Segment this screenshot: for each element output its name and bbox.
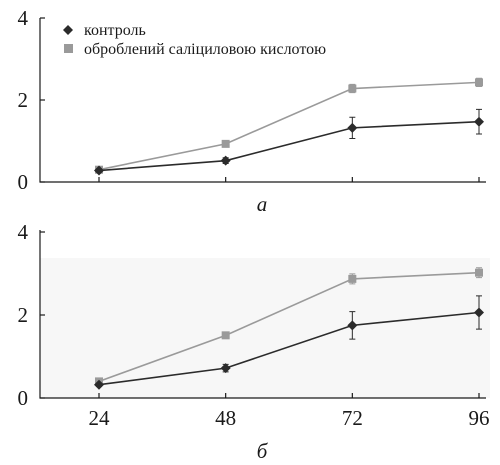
data-point-control xyxy=(474,116,484,127)
series-line-treated xyxy=(98,81,480,171)
y-tick-label: 4 xyxy=(18,220,29,244)
data-point-treated xyxy=(221,331,230,340)
panel-label-a: а xyxy=(257,192,268,216)
legend: контроль оброблений саліциловою кислотою xyxy=(63,22,326,58)
x-tick-label: 72 xyxy=(342,406,363,430)
y-tick-label: 2 xyxy=(18,88,29,112)
x-ticks-a xyxy=(98,177,480,182)
series-line-treated xyxy=(98,271,480,383)
x-tick-label: 24 xyxy=(89,406,111,430)
y-tick-label: 2 xyxy=(18,303,29,327)
panel-label-b: б xyxy=(257,439,269,463)
y-ticks-b: 0 2 4 xyxy=(18,220,45,410)
data-point-control xyxy=(347,122,358,133)
data-point-treated xyxy=(348,274,357,283)
y-tick-label: 4 xyxy=(18,6,29,30)
panel-b: 024 24 48 72 96 б xyxy=(18,220,490,463)
data-point-treated xyxy=(348,84,357,93)
plot-area-b xyxy=(40,258,490,398)
data-point-control xyxy=(94,379,104,390)
data-point-control xyxy=(94,165,104,176)
y-tick-label: 0 xyxy=(18,170,29,194)
y-ticks-a: 0 2 4 xyxy=(18,6,45,194)
y-tick-label: 0 xyxy=(18,386,29,410)
data-point-treated xyxy=(475,78,483,87)
data-point-treated xyxy=(475,268,483,277)
panel-a: 0 2 4 контроль оброблений саліциловою кисл… xyxy=(18,6,490,216)
legend-square-marker xyxy=(64,44,73,53)
series-line-control xyxy=(98,311,480,386)
plot-area-a xyxy=(40,20,490,182)
data-point-treated xyxy=(221,139,230,148)
x-tick-label: 96 xyxy=(469,406,490,430)
series-a xyxy=(94,77,484,176)
x-tick-label: 48 xyxy=(215,406,236,430)
data-point-control xyxy=(220,363,231,374)
series-line-control xyxy=(98,120,480,172)
series-b xyxy=(94,267,484,390)
x-ticks-b: 24 48 72 96 xyxy=(89,393,490,430)
data-point-control xyxy=(220,155,231,166)
data-point-control xyxy=(347,320,358,331)
legend-diamond-marker xyxy=(63,25,73,35)
data-point-control xyxy=(474,307,484,318)
legend-entry-treated: оброблений саліциловою кислотою xyxy=(84,41,326,58)
legend-entry-control: контроль xyxy=(84,22,146,39)
